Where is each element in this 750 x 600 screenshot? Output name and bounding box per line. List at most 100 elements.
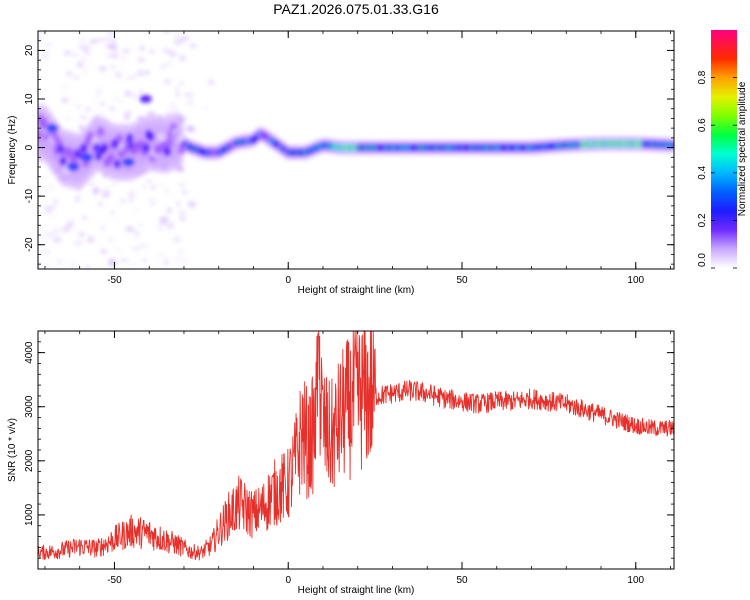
heatmap-noise-cell xyxy=(112,47,117,54)
heatmap-noise-cell xyxy=(181,259,188,263)
heatmap-noise-cell xyxy=(139,45,145,52)
heatmap-ridge-cell xyxy=(114,159,121,169)
heatmap-noise-cell xyxy=(42,51,49,59)
spectrogram-axes: -50 0 50 100 -20 -10 0 10 20 xyxy=(24,30,674,286)
heatmap-noise-cell xyxy=(71,53,79,58)
snr-xtick-label: 0 xyxy=(285,575,291,586)
heatmap-noise-cell xyxy=(61,85,69,88)
heatmap-noise-cell xyxy=(186,92,195,97)
heatmap-noise-cell xyxy=(87,236,95,244)
heatmap-noise-cell xyxy=(85,264,90,269)
heatmap-noise-cell xyxy=(100,249,107,254)
heatmap-noise-cell xyxy=(95,88,103,94)
heatmap-noise-cell xyxy=(180,36,190,41)
heatmap-noise-cell xyxy=(98,37,104,43)
heatmap-noise-cell xyxy=(104,37,111,42)
spectrogram-panel: -50 0 50 100 -20 -10 0 10 20 Height of straight … xyxy=(7,30,675,296)
heatmap-ridge-cell xyxy=(176,133,183,143)
heatmap-ridge-cell xyxy=(101,143,108,153)
heatmap-ridge-cell xyxy=(59,156,67,166)
heatmap-noise-cell xyxy=(81,44,91,52)
heatmap-noise-cell xyxy=(129,196,134,203)
spectrogram-xtick-label: 0 xyxy=(285,275,291,286)
heatmap-ridge-cell xyxy=(157,132,165,142)
heatmap-ridge-cell xyxy=(111,138,119,148)
heatmap-noise-cell xyxy=(114,96,120,100)
heatmap-noise-cell xyxy=(113,52,118,59)
heatmap-ridge-cell xyxy=(80,143,88,153)
heatmap-noise-cell xyxy=(159,65,166,71)
spectrogram-xlabel: Height of straight line (km) xyxy=(298,285,415,296)
heatmap-noise-cell xyxy=(100,101,106,106)
heatmap-noise-cell xyxy=(127,75,132,81)
spectrogram-ytick-label: -10 xyxy=(24,188,35,203)
heatmap-noise-cell xyxy=(142,258,147,263)
heatmap-noise-cell xyxy=(71,75,81,80)
colorbar-tick-label: 0.6 xyxy=(697,118,708,132)
figure-title: PAZ1.2026.075.01.33.G16 xyxy=(273,1,439,17)
heatmap-noise-cell xyxy=(127,191,136,197)
heatmap-noise-cell xyxy=(82,216,88,220)
heatmap-noise-cell xyxy=(44,205,52,213)
heatmap-noise-cell xyxy=(79,124,84,131)
heatmap-ridge-cell xyxy=(41,117,48,127)
heatmap-noise-cell xyxy=(176,201,181,207)
snr-xtick-label: -50 xyxy=(107,575,122,586)
heatmap-noise-cell xyxy=(145,69,151,75)
heatmap-noise-cell xyxy=(76,61,84,68)
heatmap-noise-cell xyxy=(106,32,116,35)
heatmap-noise-cell xyxy=(164,61,173,67)
heatmap-noise-cell xyxy=(63,50,72,56)
heatmap-noise-cell xyxy=(101,187,110,193)
heatmap-noise-cell xyxy=(66,71,72,77)
heatmap-noise-cell xyxy=(84,68,88,75)
heatmap-noise-cell xyxy=(175,86,179,90)
heatmap-noise-cell xyxy=(53,228,60,233)
heatmap-noise-cell xyxy=(71,262,77,268)
heatmap-noise-cell xyxy=(188,98,193,106)
heatmap-noise-cell xyxy=(169,107,178,111)
heatmap-ridge-cell xyxy=(178,145,186,155)
snr-ytick-label: 3000 xyxy=(24,395,35,418)
heatmap-noise-cell xyxy=(148,49,155,54)
heatmap-noise-cell xyxy=(164,258,169,266)
heatmap-noise-cell xyxy=(54,199,58,204)
heatmap-ridge-cell xyxy=(164,147,171,157)
heatmap-noise-cell xyxy=(108,237,114,243)
heatmap-noise-cell xyxy=(74,240,83,246)
snr-ylabel: SNR (10 * v/v) xyxy=(7,418,18,482)
snr-panel: -50 0 50 100 1000 2000 3000 4000 Height of stra… xyxy=(7,330,675,596)
heatmap-noise-cell xyxy=(114,71,122,78)
heatmap-noise-cell xyxy=(136,70,145,76)
heatmap-ridge-cell xyxy=(93,142,100,152)
heatmap-noise-cell xyxy=(207,80,215,85)
heatmap-noise-cell xyxy=(151,184,156,190)
heatmap-noise-cell xyxy=(48,213,52,216)
heatmap-noise-cell xyxy=(175,90,180,98)
heatmap-noise-cell xyxy=(45,42,52,49)
heatmap-noise-cell xyxy=(63,223,72,230)
heatmap-noise-cell xyxy=(100,112,105,116)
heatmap-noise-cell xyxy=(121,47,131,55)
heatmap-noise-cell xyxy=(97,201,104,207)
spectrogram-heatmap xyxy=(38,31,674,269)
heatmap-noise-cell xyxy=(100,224,105,232)
heatmap-noise-cell xyxy=(61,229,70,232)
heatmap-noise-cell xyxy=(132,75,136,80)
heatmap-noise-cell xyxy=(92,39,99,43)
colorbar-gradient xyxy=(711,30,737,268)
heatmap-noise-cell xyxy=(119,199,127,203)
snr-ytick-label: 4000 xyxy=(24,341,35,364)
heatmap-noise-cell xyxy=(182,189,188,195)
heatmap-noise-cell xyxy=(80,56,88,62)
heatmap-noise-cell xyxy=(120,57,125,60)
heatmap-noise-cell xyxy=(176,257,181,261)
heatmap-noise-cell xyxy=(78,231,86,238)
heatmap-noise-cell xyxy=(139,243,149,248)
heatmap-noise-cell xyxy=(179,183,185,187)
heatmap-blob xyxy=(80,153,93,162)
heatmap-noise-cell xyxy=(137,57,146,62)
heatmap-blobs xyxy=(38,31,674,269)
heatmap-ridge-cell xyxy=(670,141,674,149)
heatmap-noise-cell xyxy=(95,93,99,100)
